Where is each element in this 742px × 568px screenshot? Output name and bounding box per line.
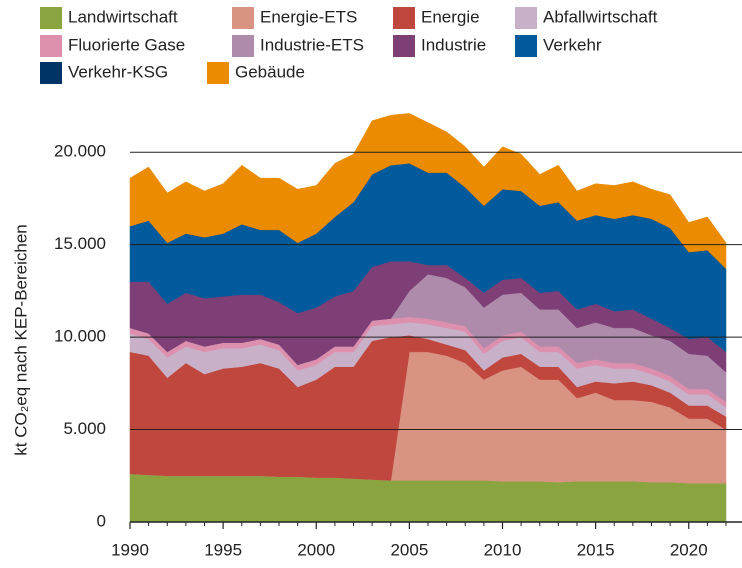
legend-label: Abfallwirtschaft	[543, 7, 658, 26]
y-tick-label: 15.000	[54, 234, 106, 253]
legend-swatch	[207, 62, 229, 84]
legend-swatch	[393, 35, 415, 57]
x-tick-label: 2020	[670, 540, 708, 559]
legend-swatch	[40, 62, 62, 84]
legend-label: Energie	[421, 7, 480, 26]
y-axis-label: kt CO₂eq nach KEP-Bereichen	[11, 224, 30, 456]
areas	[129, 113, 727, 523]
y-tick-label: 20.000	[54, 142, 106, 161]
y-tick-label: 10.000	[54, 327, 106, 346]
y-tick-label: 5.000	[63, 419, 106, 438]
legend-swatch	[515, 7, 537, 29]
legend-label: Energie-ETS	[260, 7, 357, 26]
legend-label: Gebäude	[235, 62, 305, 81]
legend-swatch	[232, 35, 254, 57]
legend-label: Verkehr-KSG	[68, 62, 168, 81]
legend-label: Industrie	[421, 35, 486, 54]
x-tick-label: 2005	[390, 540, 428, 559]
legend-swatch	[40, 35, 62, 57]
legend-label: Industrie-ETS	[260, 35, 364, 54]
legend-swatch	[40, 7, 62, 29]
area	[129, 113, 727, 270]
legend-label: Fluorierte Gase	[68, 35, 185, 54]
x-tick-label: 1995	[204, 540, 242, 559]
legend-swatch	[232, 7, 254, 29]
y-tick-label: 0	[97, 511, 106, 530]
x-tick-label: 2015	[577, 540, 615, 559]
x-tick-label: 1990	[111, 540, 149, 559]
x-tick-label: 2000	[297, 540, 335, 559]
legend-label: Verkehr	[543, 35, 602, 54]
x-tick-label: 2010	[484, 540, 522, 559]
legend-swatch	[393, 7, 415, 29]
legend-swatch	[515, 35, 537, 57]
legend-label: Landwirtschaft	[68, 7, 178, 26]
